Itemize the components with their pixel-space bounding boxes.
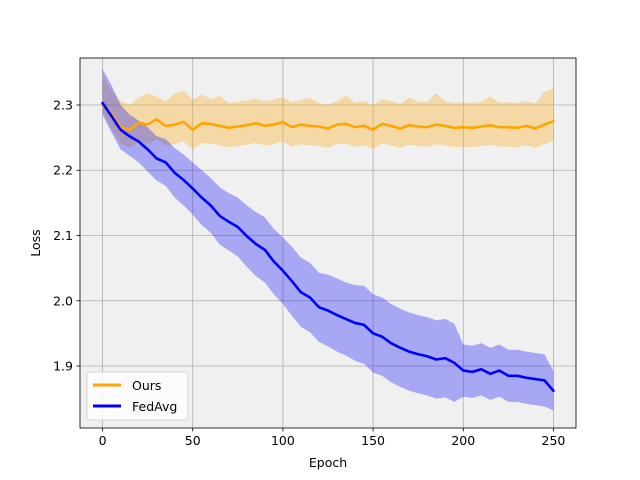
band-fedavg xyxy=(102,69,554,411)
x-tick-label: 250 xyxy=(542,433,566,448)
legend-label-ours: Ours xyxy=(132,378,161,393)
y-tick-label: 2.2 xyxy=(53,163,73,178)
x-axis: 0 50 100 150 200 250 xyxy=(99,428,566,448)
y-axis: 1.9 2.0 2.1 2.2 2.3 xyxy=(53,97,80,374)
line-fedavg xyxy=(101,101,555,393)
x-axis-label: Epoch xyxy=(309,455,347,470)
band-ours xyxy=(102,75,554,150)
legend: Ours FedAvg xyxy=(86,371,189,421)
series-lines xyxy=(101,101,555,393)
x-tick-label: 100 xyxy=(271,433,295,448)
x-tick-label: 200 xyxy=(451,433,475,448)
y-tick-label: 2.1 xyxy=(53,228,73,243)
legend-label-fedavg: FedAvg xyxy=(132,399,177,414)
x-tick-label: 150 xyxy=(361,433,385,448)
x-tick-label: 0 xyxy=(99,433,107,448)
line-ours xyxy=(101,103,555,132)
y-tick-label: 2.0 xyxy=(53,293,73,308)
y-tick-label: 1.9 xyxy=(53,359,73,374)
y-tick-label: 2.3 xyxy=(53,97,73,112)
y-axis-label: Loss xyxy=(28,229,43,256)
x-tick-label: 50 xyxy=(185,433,201,448)
confidence-bands xyxy=(102,69,554,411)
plot-frame xyxy=(79,57,577,429)
grid xyxy=(80,58,576,428)
